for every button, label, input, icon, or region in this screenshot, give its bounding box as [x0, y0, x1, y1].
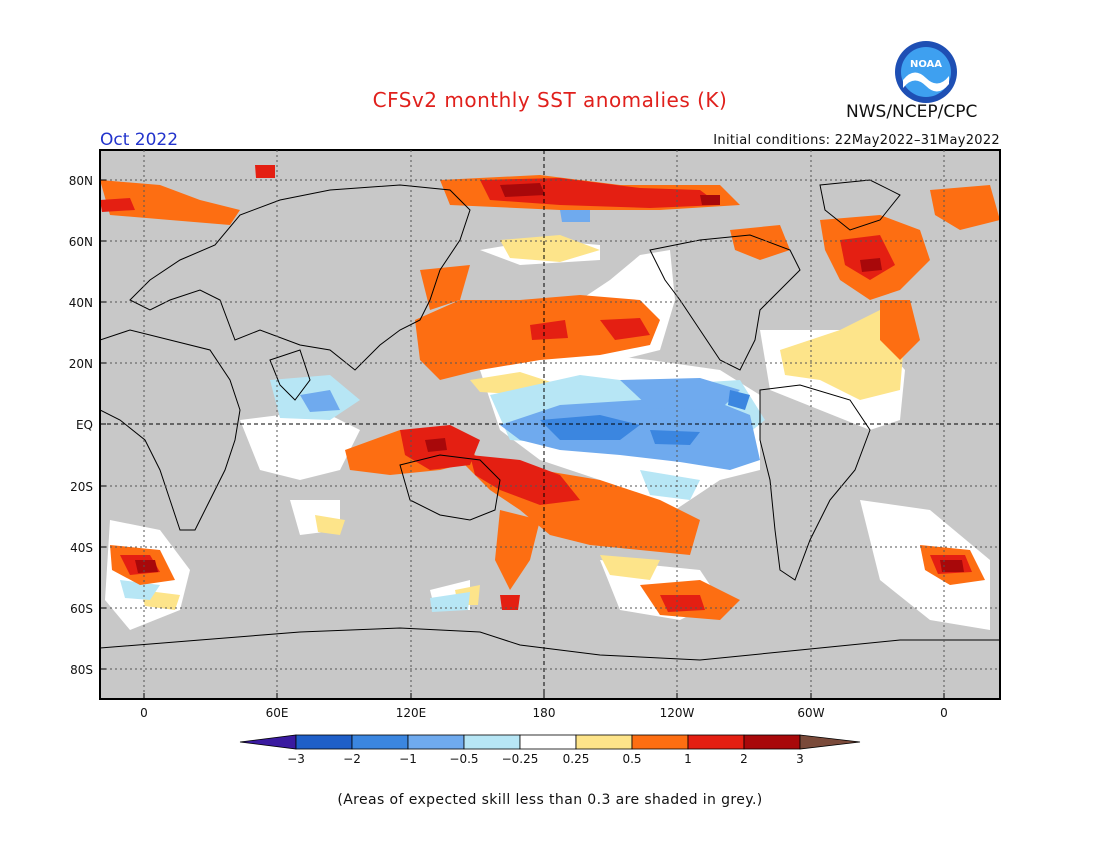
lat-label: 20S	[70, 480, 93, 494]
colorbar-segment	[295, 734, 353, 750]
noaa-logo: NOAA	[895, 41, 957, 103]
chart-title: CFSv2 monthly SST anomalies (K)	[372, 88, 728, 112]
graticule	[100, 150, 1000, 699]
colorbar-segment	[631, 734, 689, 750]
lat-label: 80N	[69, 174, 93, 188]
lon-label: 180	[533, 706, 556, 720]
initial-conditions-label: Initial conditions: 22May2022–31May2022	[713, 133, 1000, 148]
strong-cool-regions	[540, 390, 750, 445]
colorbar-segment	[743, 734, 801, 750]
lon-label: 0	[140, 706, 148, 720]
lat-label: 60S	[70, 602, 93, 616]
colorbar-tick-label: 1	[684, 752, 692, 766]
colorbar-max-arrow	[799, 734, 861, 750]
colorbar: −3 −2 −1 −0.5 −0.25 0.25 0.5 1 2 3	[239, 734, 861, 766]
colorbar-tick-label: −0.25	[502, 752, 539, 766]
lat-label: EQ	[76, 418, 93, 432]
colorbar-tick-label: 3	[796, 752, 804, 766]
colorbar-tick-label: −2	[343, 752, 361, 766]
colorbar-segment	[575, 734, 633, 750]
colorbar-tick-label: 0.5	[622, 752, 641, 766]
lon-label: 60E	[266, 706, 289, 720]
very-strong-warm-regions	[135, 183, 964, 573]
colorbar-tick-label: −3	[287, 752, 305, 766]
valid-month-label: Oct 2022	[100, 130, 179, 150]
colorbar-segment	[351, 734, 409, 750]
colorbar-segment	[687, 734, 745, 750]
latitude-labels: 80N 60N 40N 20N EQ 20S 40S 60S 80S	[69, 174, 106, 677]
colorbar-tick-label: 0.25	[563, 752, 590, 766]
lon-label: 0	[940, 706, 948, 720]
lon-label: 120W	[660, 706, 695, 720]
colorbar-tick-label: 2	[740, 752, 748, 766]
skill-footnote: (Areas of expected skill less than 0.3 a…	[337, 792, 763, 808]
colorbar-segment	[407, 734, 465, 750]
colorbar-tick-label: −0.5	[449, 752, 478, 766]
org-label: NWS/NCEP/CPC	[846, 102, 978, 122]
anomaly-fields	[100, 165, 1000, 661]
lat-label: 40N	[69, 296, 93, 310]
lat-label: 60N	[69, 235, 93, 249]
lon-label: 120E	[396, 706, 427, 720]
lon-label: 60W	[797, 706, 824, 720]
colorbar-tick-label: −1	[399, 752, 417, 766]
colorbar-min-arrow	[239, 734, 297, 750]
coastlines	[100, 179, 1000, 661]
colorbar-segment	[463, 734, 521, 750]
lat-label: 80S	[70, 663, 93, 677]
lat-label: 20N	[69, 357, 93, 371]
lat-label: 40S	[70, 541, 93, 555]
noaa-logo-text: NOAA	[910, 59, 942, 70]
longitude-labels: 0 60E 120E 180 120W 60W 0	[140, 693, 948, 720]
colorbar-segment	[519, 734, 577, 750]
